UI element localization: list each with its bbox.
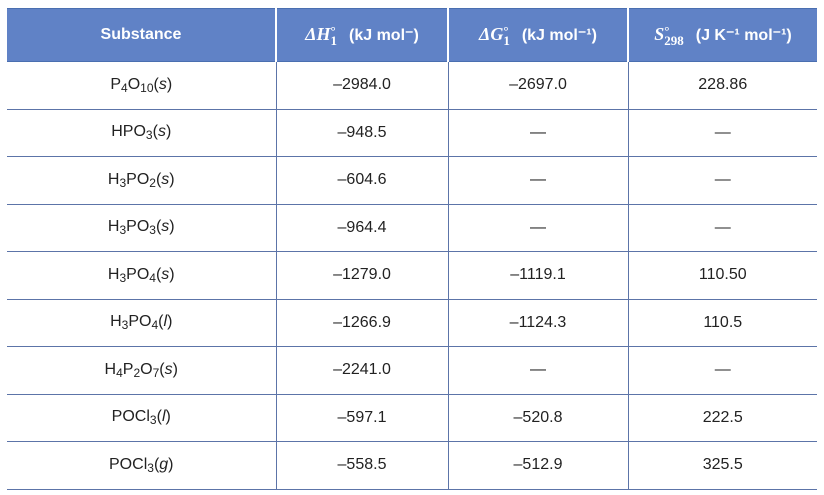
header-cell: Substance: [7, 8, 277, 62]
phase: s: [164, 360, 173, 378]
value-cell: —: [627, 156, 817, 205]
subscript: 3: [147, 460, 154, 475]
substance-cell: POCl3(l): [7, 393, 277, 442]
subscript: 3: [121, 318, 129, 333]
subscript: 4: [121, 80, 128, 95]
subscript: 3: [149, 223, 156, 238]
subscript: 0: [146, 80, 154, 95]
phase: s: [157, 123, 166, 141]
symbol-indices: ° 1: [330, 22, 338, 48]
value-cell: —: [447, 156, 629, 205]
substance-cell: H4P2O7(s): [7, 346, 277, 395]
value-cell: –558.5: [275, 441, 449, 490]
value-cell: –1124.3: [447, 298, 629, 347]
value-cell: –964.4: [275, 203, 449, 252]
table-row: HPO3(s) –948.5— —: [7, 108, 817, 157]
phase: l: [161, 408, 166, 426]
substance-cell: H3PO3(s): [7, 203, 277, 252]
subscript: 4: [151, 318, 159, 333]
header-cell: S ° 298 (J K⁻¹ mol⁻¹): [627, 8, 817, 62]
phase: s: [161, 218, 170, 236]
subscript: 2: [133, 365, 141, 380]
table-row: H3PO4(s) –1279.0 –1119.1 110.50: [7, 251, 817, 300]
subscript: 3: [145, 128, 153, 143]
value-cell: –2241.0: [275, 346, 449, 395]
value-cell: –1279.0: [275, 251, 449, 300]
header-sub: 298: [664, 32, 684, 48]
phase: s: [158, 75, 167, 93]
phase: g: [159, 455, 169, 473]
value-cell: 110.50: [627, 251, 817, 300]
value-cell: —: [627, 346, 817, 395]
header-unit: (kJ mol⁻): [349, 27, 419, 45]
header-sup: °: [503, 22, 509, 38]
table-row: H4P2O7(s) –2241.0— —: [7, 346, 817, 395]
subscript: 3: [119, 223, 127, 238]
subscript: 4: [116, 365, 123, 380]
header-sub: 1: [330, 32, 338, 48]
substance-cell: H3PO2(s): [7, 156, 277, 205]
header-text: Substance: [100, 26, 182, 43]
symbol-indices: ° 298: [664, 22, 684, 48]
table-body: P4O10(s) –2984.0 –2697.0 228.86 HPO3(s) –948.…: [7, 61, 817, 490]
table-row: POCl3(g) –558.5 –512.9 325.5: [7, 441, 817, 490]
value-cell: –1119.1: [447, 251, 629, 300]
subscript: 1: [140, 80, 147, 95]
value-cell: —: [627, 203, 817, 252]
phase: s: [161, 265, 170, 283]
value-cell: –948.5: [275, 108, 449, 157]
value-cell: –512.9: [447, 441, 629, 490]
header-symbol: S: [654, 24, 665, 45]
header-sup: °: [330, 22, 336, 38]
value-cell: –2984.0: [275, 61, 449, 110]
table-row: H3PO2(s) –604.6— —: [7, 156, 817, 205]
table-row: P4O10(s) –2984.0 –2697.0 228.86: [7, 61, 817, 110]
header-sub: 1: [503, 32, 510, 48]
substance-cell: H3PO4(l): [7, 298, 277, 347]
subscript: 7: [152, 365, 160, 380]
value-cell: –604.6: [275, 156, 449, 205]
table-row: H3PO4(l) –1266.9 –1124.3 110.5: [7, 298, 817, 347]
subscript: 3: [119, 175, 127, 190]
subscript: 3: [119, 270, 127, 285]
header-cell: ΔG ° 1 (kJ mol⁻¹): [447, 8, 629, 62]
header-unit: (J K⁻¹ mol⁻¹): [695, 27, 792, 45]
value-cell: –520.8: [447, 393, 629, 442]
header-unit: (kJ mol⁻¹): [521, 27, 597, 45]
value-cell: —: [447, 108, 629, 157]
header-symbol: ΔH: [305, 24, 331, 45]
header-sup: °: [664, 22, 670, 38]
value-cell: 325.5: [627, 441, 817, 490]
table-row: POCl3(l) –597.1 –520.8 222.5: [7, 393, 817, 442]
phase: s: [161, 170, 170, 188]
value-cell: —: [447, 346, 629, 395]
substance-cell: POCl3(g): [7, 441, 277, 490]
value-cell: 110.5: [627, 298, 817, 347]
header-cell: ΔH ° 1 (kJ mol⁻): [275, 8, 449, 62]
subscript: 3: [149, 413, 157, 428]
value-cell: –1266.9: [275, 298, 449, 347]
value-cell: —: [447, 203, 629, 252]
subscript: 4: [149, 270, 156, 285]
data-table: Substance ΔH ° 1 (kJ mol⁻) ΔG ° 1 (kJ mol⁻¹) S ° 29…: [7, 8, 817, 490]
substance-cell: HPO3(s): [7, 108, 277, 157]
phase: l: [163, 313, 168, 331]
substance-cell: P4O10(s): [7, 61, 277, 110]
subscript: 2: [149, 175, 156, 190]
header-symbol: ΔG: [479, 24, 504, 45]
value-cell: –2697.0: [447, 61, 629, 110]
table-row: H3PO3(s) –964.4— —: [7, 203, 817, 252]
value-cell: –597.1: [275, 393, 449, 442]
header-row: Substance ΔH ° 1 (kJ mol⁻) ΔG ° 1 (kJ mol⁻¹) S ° 29…: [7, 8, 817, 62]
value-cell: 228.86: [627, 61, 817, 110]
value-cell: —: [627, 108, 817, 157]
substance-cell: H3PO4(s): [7, 251, 277, 300]
value-cell: 222.5: [627, 393, 817, 442]
symbol-indices: ° 1: [503, 22, 510, 48]
